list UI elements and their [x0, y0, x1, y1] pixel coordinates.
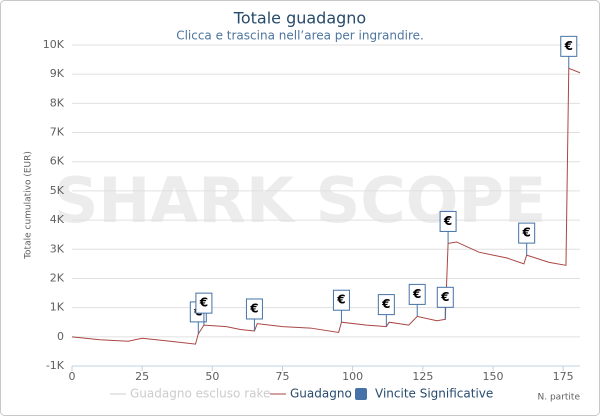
x-axis-label: N. partite [538, 393, 581, 403]
flag [518, 222, 536, 244]
flag-label: € [412, 287, 421, 301]
x-tick-label: 50 [205, 370, 219, 383]
flag [436, 286, 454, 308]
watermark: SHARK SCOPE [54, 164, 547, 237]
y-tick-label: 8K [50, 96, 65, 109]
y-tick-label: 7K [50, 126, 65, 139]
y-axis-label: Totale cumulativo (EUR) [24, 151, 34, 260]
flag-label: € [336, 293, 345, 307]
x-tick-label: 150 [482, 370, 503, 383]
legend-label: Guadagno escluso rake [130, 387, 270, 401]
x-tick-label: 0 [69, 370, 76, 383]
y-tick-label: 3K [50, 242, 65, 255]
flag [408, 283, 426, 305]
chart-title: Totale guadagno [233, 9, 366, 28]
x-tick-label: 75 [275, 370, 289, 383]
y-tick-label: 2K [50, 271, 65, 284]
flag-label: € [443, 214, 452, 228]
x-tick-label: 175 [553, 370, 574, 383]
legend-swatch [355, 388, 367, 400]
line [71, 67, 581, 345]
x-tick-label: 100 [342, 370, 363, 383]
flag-label: € [199, 296, 208, 310]
y-tick-label: 1K [50, 301, 65, 314]
flag [332, 289, 350, 311]
flag [195, 292, 213, 314]
flag [560, 35, 578, 57]
flag-label: € [564, 39, 573, 53]
y-tick-label: 4K [50, 213, 65, 226]
flag-label: € [521, 226, 530, 240]
x-tick-label: 25 [135, 370, 149, 383]
legend-label: Vincite Significative [375, 387, 493, 401]
flag-label: € [249, 301, 258, 315]
flag-label: € [440, 290, 449, 304]
flag-label: € [381, 297, 390, 311]
y-tick-label: 9K [50, 67, 65, 80]
flag [439, 210, 457, 232]
flag [377, 294, 395, 316]
y-tick-label: 6K [50, 155, 65, 168]
y-tick-label: 10K [43, 38, 65, 51]
flag [245, 298, 263, 320]
legend-label: Guadagno [290, 387, 352, 401]
x-tick-label: 125 [412, 370, 433, 383]
chart-subtitle: Clicca e trascina nell’area per ingrandi… [176, 29, 424, 43]
y-tick-label: 5K [50, 184, 65, 197]
y-tick-label: -1K [46, 359, 65, 372]
y-tick-label: 0 [57, 330, 64, 343]
